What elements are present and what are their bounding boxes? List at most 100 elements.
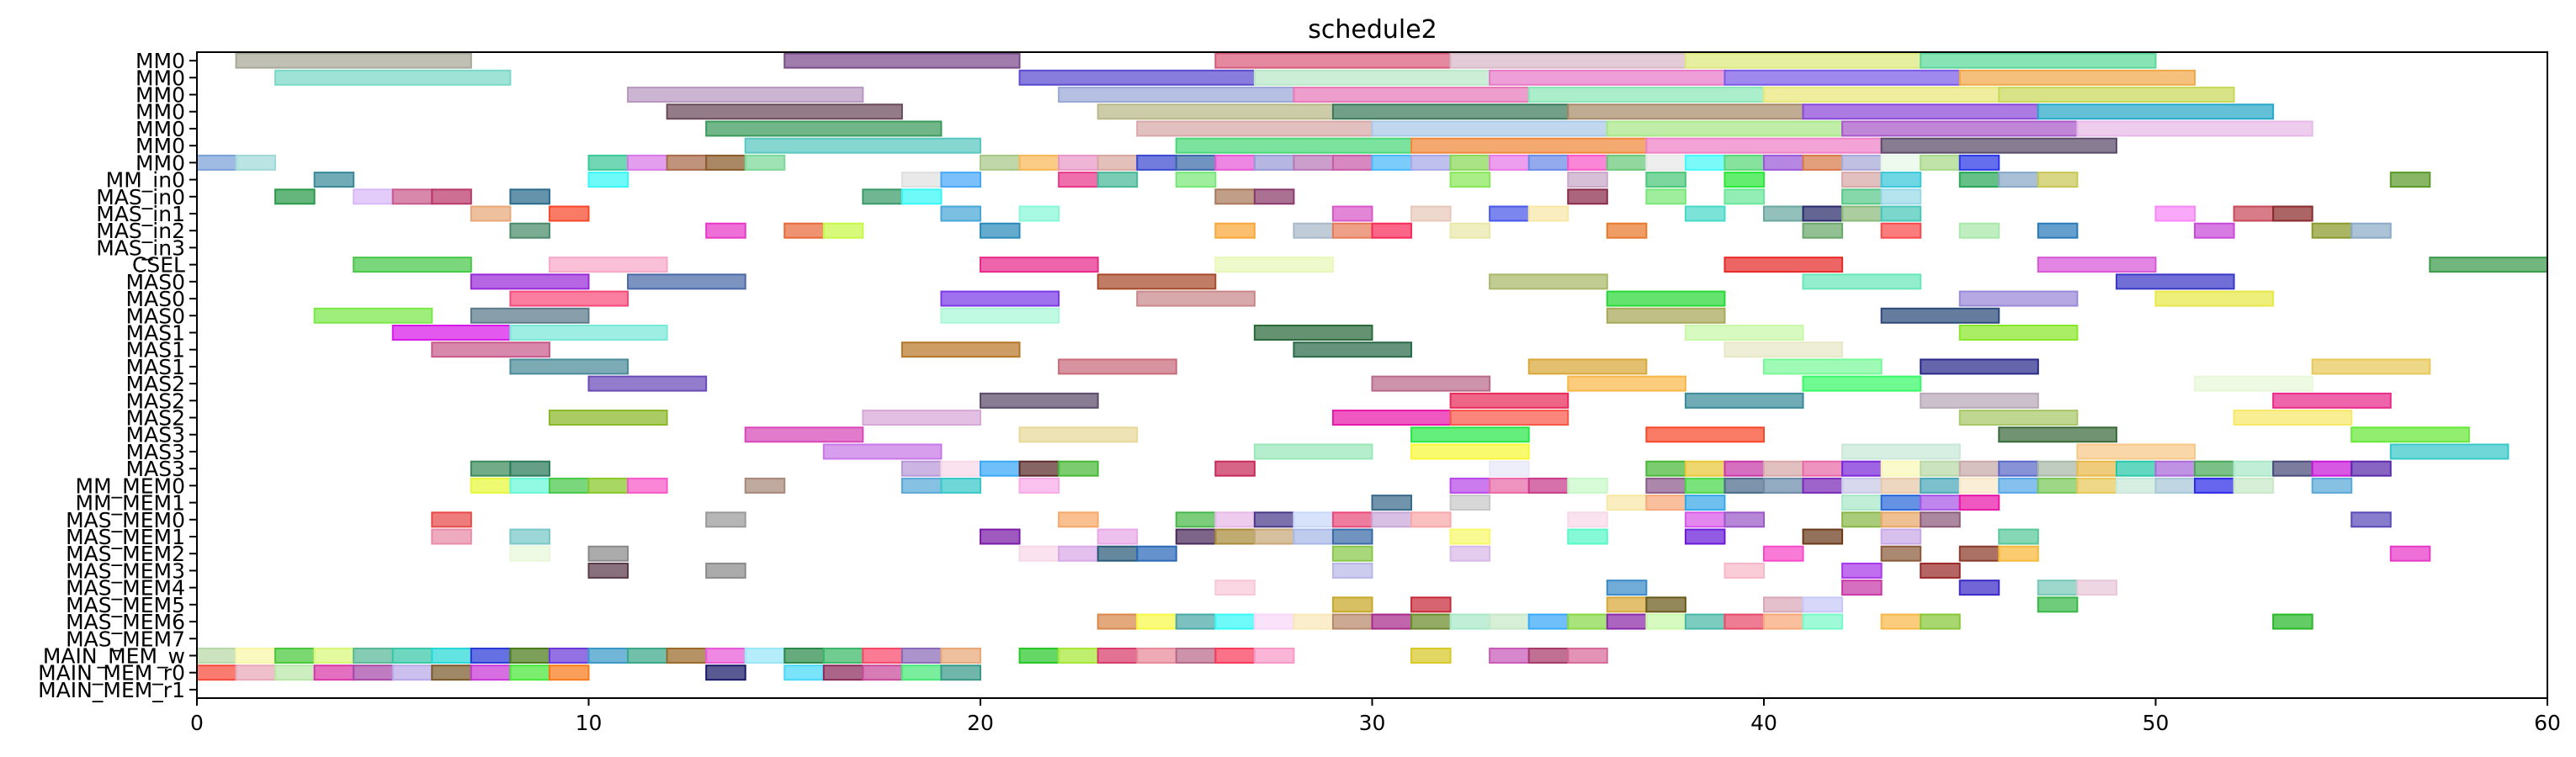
schedule-bar [1567, 188, 1608, 205]
schedule-bar [705, 222, 746, 239]
schedule-bar [548, 205, 590, 222]
schedule-bar [1214, 257, 1334, 273]
row-label: MAS3 [126, 457, 185, 481]
schedule-bar [353, 664, 394, 681]
schedule-bar [1214, 460, 1256, 477]
schedule-bar [940, 290, 1060, 307]
schedule-bar [587, 545, 629, 562]
schedule-bar [1763, 154, 1804, 171]
schedule-bar [1606, 222, 1648, 239]
row-label: MAIN_MEM_w [43, 643, 185, 668]
schedule-bar [1331, 103, 1570, 120]
schedule-bar [470, 647, 512, 664]
schedule-bar [196, 664, 237, 681]
schedule-bar [980, 460, 1021, 477]
schedule-bar [548, 477, 590, 494]
schedule-bar [1449, 392, 1570, 409]
schedule-bar [1998, 528, 2039, 545]
schedule-bar [2154, 290, 2275, 307]
schedule-bar [1136, 613, 1177, 630]
schedule-bar [1645, 137, 1883, 154]
schedule-bar [1018, 154, 1060, 171]
schedule-bar [940, 172, 981, 188]
schedule-bar [1880, 188, 1922, 205]
schedule-bar [1410, 613, 1452, 630]
schedule-bar [705, 120, 943, 137]
schedule-bar [822, 222, 864, 239]
schedule-bar [2272, 460, 2313, 477]
schedule-bar [274, 664, 316, 681]
schedule-bar [1920, 511, 1961, 528]
schedule-bar [1958, 222, 2000, 239]
schedule-bar [1293, 341, 1413, 358]
schedule-bar [1606, 596, 1648, 613]
schedule-bar [1958, 495, 2000, 511]
row-label: MAS3 [126, 440, 185, 464]
schedule-bar [1214, 580, 1256, 596]
row-label: MAS_MEM1 [66, 525, 185, 549]
schedule-bar [783, 222, 825, 239]
schedule-bar [1880, 154, 1922, 171]
schedule-bar [1410, 443, 1530, 460]
row-label: MM0 [135, 83, 185, 108]
schedule-bar [1058, 358, 1177, 375]
schedule-bar [666, 103, 903, 120]
schedule-bar [1802, 154, 1844, 171]
schedule-bar [822, 664, 864, 681]
schedule-bar [1371, 511, 1413, 528]
schedule-bar [235, 154, 277, 171]
schedule-bar [1606, 613, 1648, 630]
schedule-bar [627, 87, 864, 103]
schedule-bar [1763, 596, 1804, 613]
schedule-bar [1606, 154, 1648, 171]
schedule-bar [1058, 511, 1099, 528]
schedule-bar [2233, 205, 2275, 222]
schedule-bar [2037, 477, 2079, 494]
schedule-bar [1724, 257, 1844, 273]
row-label: MAIN_MEM_r0 [38, 661, 185, 686]
schedule-bar [2429, 257, 2549, 273]
schedule-bar [1058, 460, 1099, 477]
schedule-bar [1958, 172, 2000, 188]
schedule-bar [1763, 460, 1804, 477]
schedule-bar [1684, 528, 1726, 545]
schedule-bar [1018, 545, 1060, 562]
schedule-bar [1763, 87, 2000, 103]
schedule-bar [1449, 410, 1570, 426]
schedule-bar [1841, 154, 1883, 171]
schedule-bar [587, 477, 629, 494]
schedule-bar [1175, 137, 1413, 154]
schedule-bar [1920, 613, 1961, 630]
row-label: MAS0 [126, 270, 185, 294]
schedule-bar [2115, 477, 2157, 494]
schedule-bar [1018, 477, 1060, 494]
schedule-bar [1802, 477, 1844, 494]
schedule-bar [1567, 154, 1608, 171]
schedule-bar [2194, 375, 2313, 392]
row-label: MAS_MEM4 [66, 576, 185, 601]
schedule-bar [1958, 580, 2000, 596]
schedule-bar [1724, 562, 1765, 579]
schedule-bar [1293, 528, 1334, 545]
schedule-bar [1214, 511, 1256, 528]
schedule-bar [1136, 647, 1177, 664]
schedule-bar [353, 647, 394, 664]
schedule-bar [353, 257, 472, 273]
schedule-bar [1645, 477, 1686, 494]
schedule-bar [1998, 477, 2039, 494]
schedule-bar [1763, 477, 1804, 494]
schedule-bar [1958, 290, 2079, 307]
schedule-bar [470, 664, 512, 681]
schedule-bar [1253, 613, 1295, 630]
row-label: MAS_MEM7 [66, 627, 185, 651]
schedule-bar [1175, 154, 1217, 171]
schedule-bar [744, 477, 786, 494]
schedule-bar [1998, 87, 2235, 103]
schedule-bar [1802, 222, 1844, 239]
schedule-bar [1449, 222, 1491, 239]
schedule-bar [1841, 443, 1961, 460]
x-tick-label: 50 [2143, 711, 2170, 735]
row-label: MM0 [135, 66, 185, 90]
schedule-bar [1841, 120, 2079, 137]
